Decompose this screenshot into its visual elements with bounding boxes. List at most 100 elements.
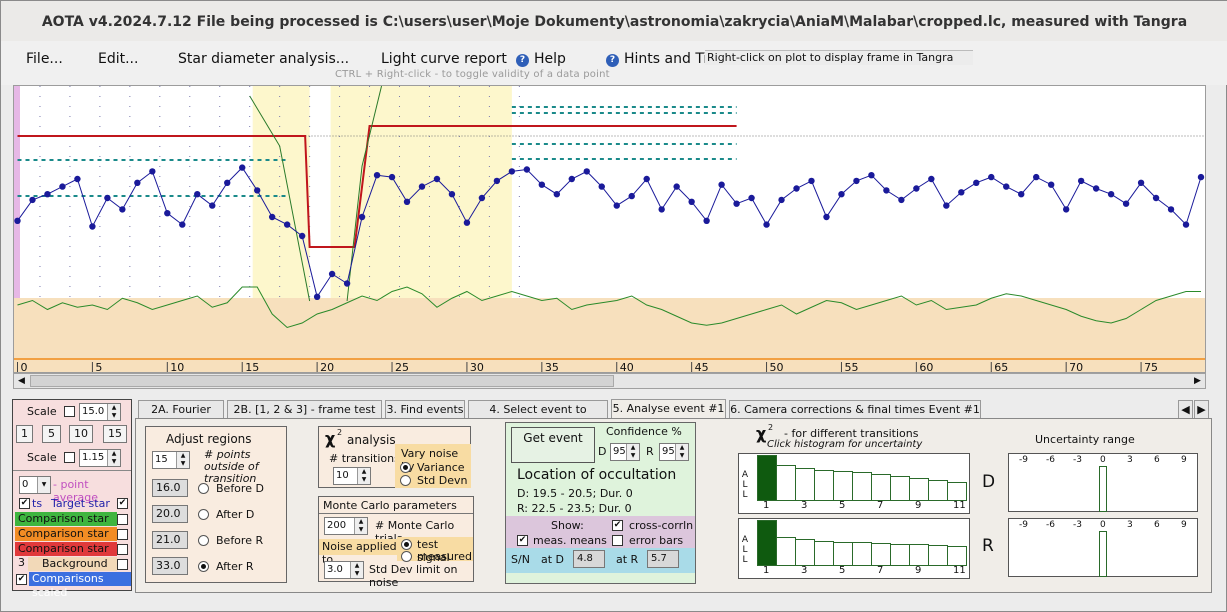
light-curve-plot[interactable]: 0 5 10 15 20 25 30 35 40 45 50 55 60 65 70 75 xyxy=(13,85,1206,373)
points-outside-spinner[interactable]: 15 ▲ ▼ xyxy=(152,451,190,469)
after-d-radio[interactable] xyxy=(198,509,209,520)
scroll-left-icon[interactable]: ◀ xyxy=(14,374,29,388)
menu-light-curve-report[interactable]: Light curve report xyxy=(381,51,507,67)
spinner-arrows-icon[interactable]: ▲ ▼ xyxy=(626,444,639,460)
tab-camera-corrections[interactable]: 6. Camera corrections & final times Even… xyxy=(729,400,981,418)
histogram-bar[interactable] xyxy=(947,482,967,501)
histogram-bar[interactable] xyxy=(871,543,891,566)
spinner-arrows-icon[interactable]: ▲ ▼ xyxy=(176,452,189,468)
histogram-bar[interactable] xyxy=(757,455,777,501)
histogram-bar[interactable] xyxy=(814,470,834,501)
scale-1-button[interactable]: 1 xyxy=(16,425,33,443)
error-bars-checkbox[interactable] xyxy=(612,535,623,546)
trials-spinner[interactable]: 200 ▲ ▼ xyxy=(324,517,368,535)
histogram-bar[interactable] xyxy=(890,544,910,566)
spinner-arrows-icon[interactable]: ▲ ▼ xyxy=(675,444,688,460)
histogram-bar[interactable] xyxy=(795,539,815,566)
sn-d-value: 4.8 xyxy=(573,550,605,568)
scale-5-button[interactable]: 5 xyxy=(42,425,61,443)
scale1-spinner[interactable]: 15.0 ▲ ▼ xyxy=(79,403,121,421)
variance-radio[interactable] xyxy=(400,462,411,473)
spinner-arrows-icon[interactable]: ▲ ▼ xyxy=(107,404,120,420)
histogram-bar[interactable] xyxy=(909,544,929,566)
test-signal-radio[interactable] xyxy=(401,539,412,550)
before-r-radio[interactable] xyxy=(198,535,209,546)
menu-edit[interactable]: Edit... xyxy=(98,51,139,67)
plot-svg[interactable]: 0 5 10 15 20 25 30 35 40 45 50 55 60 65 70 75 xyxy=(14,86,1206,373)
spinner-arrows-icon[interactable]: ▲ ▼ xyxy=(354,518,367,534)
histogram-bar[interactable] xyxy=(909,478,929,501)
scroll-thumb[interactable] xyxy=(30,375,614,387)
tab-scroll-right-icon[interactable]: ▶ xyxy=(1194,400,1209,418)
histogram-bar[interactable] xyxy=(776,537,796,566)
histogram-bar[interactable] xyxy=(833,542,853,566)
tab-frame-test[interactable]: 2B. [1, 2 & 3] - frame test xyxy=(227,400,382,418)
scale2-spinner[interactable]: 1.15 ▲ ▼ xyxy=(79,449,121,467)
sd-limit-spinner[interactable]: 3.0 ▲ ▼ xyxy=(324,561,364,579)
histogram-bar[interactable] xyxy=(890,476,910,501)
confidence-r-spinner[interactable]: 95 ▲ ▼ xyxy=(659,443,689,461)
scale1-value: 15.0 xyxy=(82,406,105,417)
after-r-radio[interactable] xyxy=(198,561,209,572)
transitions-spinner[interactable]: 10 ▲ ▼ xyxy=(333,467,371,485)
histogram-bar[interactable] xyxy=(833,471,853,501)
comparisons-scaled-checkbox[interactable]: ✔ xyxy=(16,574,27,585)
histogram-bar[interactable] xyxy=(871,474,891,501)
scale-10-button[interactable]: 10 xyxy=(69,425,93,443)
histogram-bar[interactable] xyxy=(928,480,948,501)
comparison3-checkbox[interactable] xyxy=(117,544,128,555)
confidence-d-spinner[interactable]: 95 ▲ ▼ xyxy=(610,443,640,461)
scale-15-button[interactable]: 15 xyxy=(103,425,127,443)
point-average-select[interactable]: 0 ▼ xyxy=(19,476,51,494)
uncertainty-tick-label: -6 xyxy=(1046,520,1055,530)
menu-hints[interactable]: ? Hints and Ti xyxy=(606,51,707,67)
histogram-bar[interactable] xyxy=(928,545,948,566)
menu-star-diameter[interactable]: Star diameter analysis... xyxy=(178,51,350,67)
target-star-point xyxy=(463,219,471,226)
sn-box: S/N at D 4.8 at R 5.7 xyxy=(506,548,695,573)
get-event-button[interactable]: Get event xyxy=(511,427,595,463)
chi2-histogram-r[interactable]: A L L 1 3 5 7 9 11 xyxy=(738,518,970,579)
tab-scroll-left-icon[interactable]: ◀ xyxy=(1178,400,1193,418)
target-star-point xyxy=(958,189,965,196)
error-bars-label: error bars xyxy=(629,534,684,547)
tab-analyse-event[interactable]: 5. Analyse event #1 xyxy=(611,399,726,419)
spinner-arrows-icon[interactable]: ▲ ▼ xyxy=(350,562,363,578)
spinner-arrows-icon[interactable]: ▲ ▼ xyxy=(357,468,370,484)
x-tick-label: 10 xyxy=(170,361,184,373)
chevron-down-icon[interactable]: ▼ xyxy=(37,477,50,493)
meas-means-checkbox[interactable]: ✔ xyxy=(517,535,528,546)
spinner-arrows-icon[interactable]: ▲ ▼ xyxy=(107,450,120,466)
background-checkbox[interactable] xyxy=(117,559,128,570)
plot-horizontal-scrollbar[interactable]: ◀ ▶ xyxy=(13,373,1206,389)
uncertainty-plot-d[interactable]: -9 -6 -3 0 3 6 9 xyxy=(1008,453,1198,512)
target-star-checkbox[interactable]: ✔ xyxy=(117,498,128,509)
menu-file[interactable]: File... xyxy=(26,51,63,67)
histogram-bar[interactable] xyxy=(852,472,872,501)
chi-symbol-icon: χ xyxy=(325,429,336,448)
menu-help[interactable]: ? Help xyxy=(516,51,566,67)
histogram-bar[interactable] xyxy=(795,468,815,501)
uncertainty-plot-r[interactable]: -9 -6 -3 0 3 6 9 xyxy=(1008,518,1198,577)
cross-corrln-checkbox[interactable]: ✔ xyxy=(612,520,623,531)
histogram-bar[interactable] xyxy=(757,520,777,566)
scale1-checkbox[interactable] xyxy=(64,406,75,417)
tab-select-event[interactable]: 4. Select event to analyse xyxy=(468,400,608,433)
scroll-right-icon[interactable]: ▶ xyxy=(1190,374,1205,388)
comparison2-checkbox[interactable] xyxy=(117,529,128,540)
measured-radio[interactable] xyxy=(401,551,412,562)
tab-find-events[interactable]: 3. Find events xyxy=(385,400,465,418)
noise-applied-label: Noise applied to xyxy=(322,540,397,566)
question-circle-icon: ? xyxy=(516,54,529,67)
histogram-bar[interactable] xyxy=(852,542,872,566)
ts-checkbox[interactable]: ✔ xyxy=(19,498,30,509)
before-d-radio[interactable] xyxy=(198,483,209,494)
std-devn-radio[interactable] xyxy=(400,475,411,486)
histogram-bar[interactable] xyxy=(776,465,796,501)
histogram-bar[interactable] xyxy=(814,541,834,566)
chi2-histogram-d[interactable]: A L L 1 3 5 7 9 11 xyxy=(738,453,970,514)
tab-fourier-plot[interactable]: 2A. Fourier plot xyxy=(138,400,224,433)
comparison1-checkbox[interactable] xyxy=(117,514,128,525)
scale2-checkbox[interactable] xyxy=(64,452,75,463)
histogram-bar[interactable] xyxy=(947,546,967,566)
